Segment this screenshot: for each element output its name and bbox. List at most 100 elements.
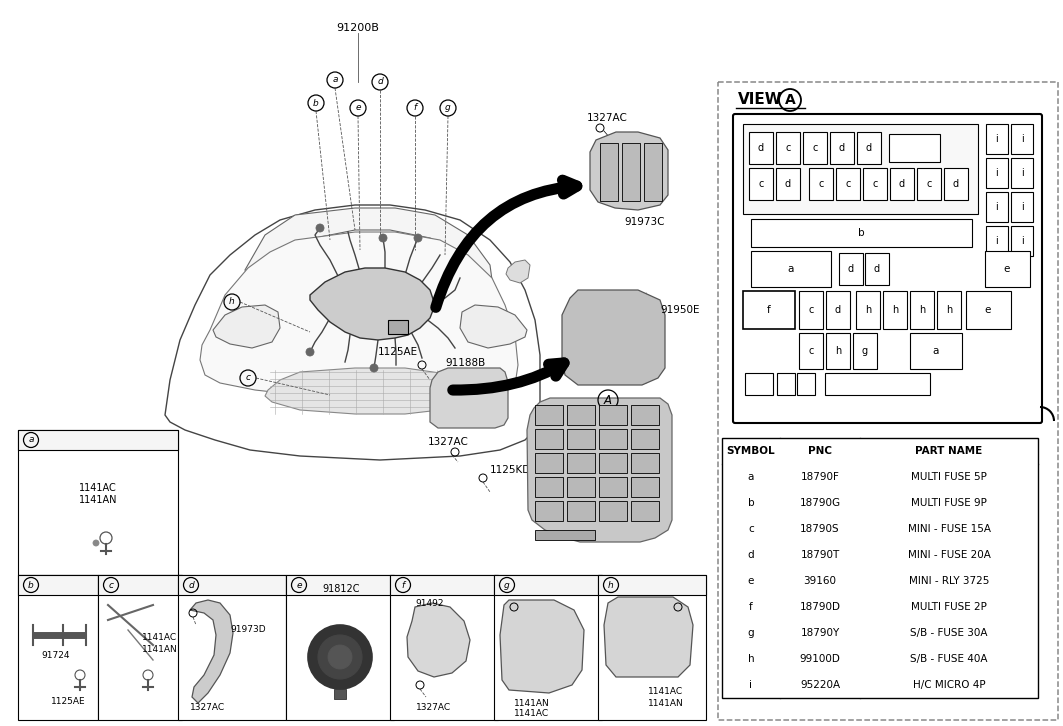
Bar bbox=[745, 373, 773, 395]
Text: d: d bbox=[839, 143, 845, 153]
Text: b: b bbox=[314, 99, 319, 107]
Bar bbox=[494, 575, 602, 595]
Text: MULTI FUSE 9P: MULTI FUSE 9P bbox=[911, 498, 986, 508]
Text: a: a bbox=[29, 436, 34, 444]
Text: c: c bbox=[748, 524, 754, 534]
Circle shape bbox=[328, 645, 352, 669]
Bar bbox=[890, 168, 914, 200]
Text: PART NAME: PART NAME bbox=[915, 446, 982, 456]
Bar bbox=[797, 373, 815, 395]
Text: i: i bbox=[749, 680, 753, 690]
Text: a: a bbox=[747, 472, 754, 482]
Text: b: b bbox=[747, 498, 755, 508]
Text: h: h bbox=[918, 305, 925, 315]
Bar bbox=[966, 291, 1011, 329]
Bar bbox=[178, 575, 286, 720]
Bar bbox=[535, 429, 563, 449]
Bar bbox=[777, 373, 795, 395]
Text: c: c bbox=[108, 581, 114, 590]
Bar bbox=[830, 132, 854, 164]
Bar bbox=[598, 429, 627, 449]
Text: e: e bbox=[747, 576, 754, 586]
Text: g: g bbox=[445, 104, 451, 113]
Text: d: d bbox=[848, 264, 854, 274]
FancyBboxPatch shape bbox=[733, 114, 1042, 423]
Text: c: c bbox=[808, 305, 813, 315]
Bar bbox=[857, 132, 881, 164]
Text: b: b bbox=[28, 581, 34, 590]
Bar bbox=[889, 134, 940, 162]
Text: g: g bbox=[504, 581, 510, 590]
Bar bbox=[799, 291, 823, 329]
Circle shape bbox=[92, 540, 99, 546]
Text: e: e bbox=[297, 581, 302, 590]
Text: f: f bbox=[767, 305, 771, 315]
Bar bbox=[567, 429, 595, 449]
Text: 1141AC: 1141AC bbox=[79, 483, 117, 493]
Text: i: i bbox=[1020, 202, 1024, 212]
Text: d: d bbox=[899, 179, 905, 189]
Text: A: A bbox=[784, 93, 795, 107]
Text: c: c bbox=[812, 143, 817, 153]
Text: 91812C: 91812C bbox=[322, 584, 359, 594]
Bar bbox=[986, 124, 1008, 154]
Bar bbox=[1011, 226, 1033, 256]
Text: 91200B: 91200B bbox=[337, 23, 379, 33]
Polygon shape bbox=[527, 398, 672, 542]
Text: 18790Y: 18790Y bbox=[800, 628, 840, 638]
Bar bbox=[598, 405, 627, 425]
Text: 1327AC: 1327AC bbox=[417, 703, 452, 712]
Bar bbox=[390, 575, 497, 595]
Bar bbox=[598, 453, 627, 473]
Polygon shape bbox=[562, 290, 665, 385]
Bar bbox=[1011, 124, 1033, 154]
Polygon shape bbox=[590, 132, 668, 210]
Bar bbox=[826, 291, 850, 329]
Text: d: d bbox=[834, 305, 841, 315]
Text: c: c bbox=[873, 179, 878, 189]
Text: h: h bbox=[230, 298, 235, 306]
Bar bbox=[18, 575, 98, 720]
Polygon shape bbox=[200, 232, 518, 398]
Bar bbox=[803, 132, 827, 164]
Bar bbox=[644, 143, 662, 201]
Bar bbox=[598, 501, 627, 521]
Bar bbox=[178, 575, 286, 595]
Bar bbox=[749, 132, 773, 164]
Bar bbox=[535, 405, 563, 425]
Bar bbox=[334, 689, 345, 699]
Bar bbox=[799, 333, 823, 369]
Text: d: d bbox=[784, 179, 791, 189]
Text: 91188B: 91188B bbox=[445, 358, 485, 368]
Bar bbox=[826, 333, 850, 369]
Bar bbox=[917, 168, 941, 200]
Bar bbox=[631, 501, 659, 521]
Bar bbox=[567, 453, 595, 473]
Text: d: d bbox=[952, 179, 959, 189]
Bar bbox=[1011, 158, 1033, 188]
Bar bbox=[631, 453, 659, 473]
Text: a: a bbox=[333, 76, 338, 84]
Text: e: e bbox=[355, 104, 360, 113]
Bar bbox=[598, 575, 706, 595]
Text: A: A bbox=[604, 393, 612, 407]
Text: c: c bbox=[926, 179, 931, 189]
Bar bbox=[839, 253, 863, 285]
Polygon shape bbox=[460, 305, 527, 348]
Bar bbox=[863, 168, 887, 200]
Bar bbox=[286, 575, 394, 720]
Bar bbox=[937, 291, 961, 329]
Text: h: h bbox=[946, 305, 952, 315]
Text: i: i bbox=[996, 134, 998, 144]
Text: g: g bbox=[862, 346, 868, 356]
Bar bbox=[856, 291, 880, 329]
Text: SYMBOL: SYMBOL bbox=[727, 446, 775, 456]
Text: 91724: 91724 bbox=[41, 650, 70, 659]
Bar bbox=[598, 477, 627, 497]
Bar bbox=[622, 143, 640, 201]
Bar bbox=[286, 575, 394, 595]
Text: 91973D: 91973D bbox=[231, 626, 266, 635]
Text: 1141AN: 1141AN bbox=[79, 495, 117, 505]
Bar bbox=[809, 168, 833, 200]
Bar bbox=[18, 430, 178, 575]
